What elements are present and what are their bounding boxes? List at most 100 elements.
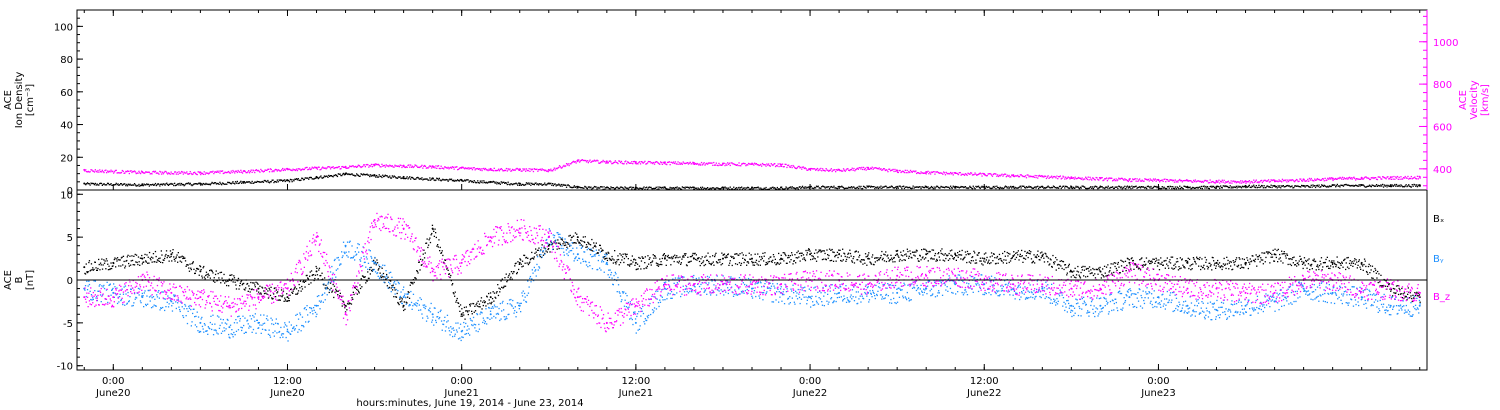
- data-point: [423, 178, 426, 180]
- data-point: [922, 172, 924, 174]
- data-point: [969, 253, 971, 255]
- data-point: [687, 256, 689, 258]
- data-point: [466, 168, 468, 170]
- data-point: [239, 282, 241, 284]
- data-point: [926, 252, 929, 255]
- data-point: [527, 170, 529, 172]
- data-point: [515, 182, 517, 184]
- data-point: [375, 163, 377, 165]
- data-point: [348, 173, 350, 175]
- data-point: [676, 163, 678, 165]
- data-point: [687, 163, 690, 165]
- data-point: [935, 186, 937, 188]
- data-point: [235, 170, 238, 172]
- data-point: [829, 186, 832, 188]
- data-point: [964, 186, 967, 188]
- data-point: [774, 187, 776, 189]
- data-point: [1143, 261, 1146, 263]
- data-point: [1032, 175, 1034, 178]
- data-point: [810, 252, 812, 254]
- data-point: [663, 162, 665, 165]
- data-point: [1084, 178, 1086, 180]
- data-point: [1319, 186, 1321, 188]
- data-point: [839, 249, 841, 251]
- data-point: [605, 162, 607, 164]
- data-point: [529, 182, 531, 184]
- data-point: [478, 303, 481, 305]
- data-point: [841, 185, 843, 187]
- data-point: [669, 186, 671, 189]
- data-point: [736, 164, 738, 166]
- data-point: [409, 284, 411, 286]
- data-point: [1160, 263, 1163, 265]
- data-point: [308, 283, 310, 285]
- data-point: [742, 162, 744, 164]
- data-point: [585, 246, 587, 248]
- data-point: [646, 265, 648, 267]
- data-point: [789, 255, 791, 257]
- data-point: [1016, 187, 1018, 189]
- data-point: [790, 165, 792, 167]
- data-point: [446, 179, 448, 181]
- data-point: [1207, 182, 1210, 184]
- data-point: [1023, 175, 1025, 178]
- data-point: [449, 167, 451, 169]
- data-point: [1153, 185, 1156, 187]
- data-point: [1315, 179, 1318, 181]
- data-point: [621, 186, 623, 189]
- data-point: [241, 182, 243, 184]
- data-point: [1278, 258, 1280, 260]
- data-point: [359, 284, 361, 286]
- data-point: [264, 287, 266, 289]
- data-point: [1309, 179, 1311, 181]
- data-point: [90, 169, 92, 171]
- data-point: [431, 165, 434, 168]
- data-point: [994, 173, 996, 175]
- data-point: [520, 259, 522, 261]
- data-point: [1140, 180, 1142, 182]
- data-point: [1335, 178, 1338, 180]
- data-point: [533, 168, 535, 170]
- data-point: [526, 262, 528, 264]
- data-point: [397, 165, 400, 167]
- data-point: [375, 176, 377, 178]
- data-point: [603, 256, 605, 258]
- data-point: [232, 181, 234, 183]
- data-point: [1267, 180, 1269, 182]
- data-point: [932, 258, 934, 260]
- data-point: [830, 259, 833, 262]
- data-point: [452, 179, 454, 181]
- data-point: [861, 166, 863, 169]
- data-point: [369, 174, 372, 176]
- data-point: [446, 268, 448, 270]
- data-point: [1356, 185, 1358, 187]
- data-point: [242, 180, 245, 183]
- data-point: [1277, 185, 1279, 187]
- data-point: [1292, 179, 1294, 181]
- data-point: [592, 160, 595, 162]
- data-point: [498, 287, 500, 289]
- data-point: [1196, 180, 1198, 182]
- data-point: [876, 257, 878, 259]
- data-point: [1296, 185, 1298, 187]
- data-point: [367, 271, 369, 273]
- data-point: [440, 165, 442, 167]
- data-point: [1241, 185, 1244, 187]
- data-point: [701, 164, 704, 166]
- data-point: [782, 252, 784, 254]
- data-point: [411, 281, 413, 284]
- data-point: [1254, 181, 1256, 183]
- data-point: [407, 296, 409, 298]
- data-point: [1147, 185, 1149, 187]
- data-point: [150, 184, 152, 186]
- data-point: [415, 278, 417, 280]
- data-point: [1078, 188, 1081, 190]
- data-point: [1410, 186, 1412, 188]
- data-point: [1375, 185, 1377, 187]
- data-point: [936, 171, 939, 173]
- data-point: [811, 168, 813, 170]
- data-point: [669, 257, 671, 259]
- data-point: [1159, 263, 1161, 265]
- data-point: [1035, 187, 1037, 189]
- data-point: [890, 169, 893, 171]
